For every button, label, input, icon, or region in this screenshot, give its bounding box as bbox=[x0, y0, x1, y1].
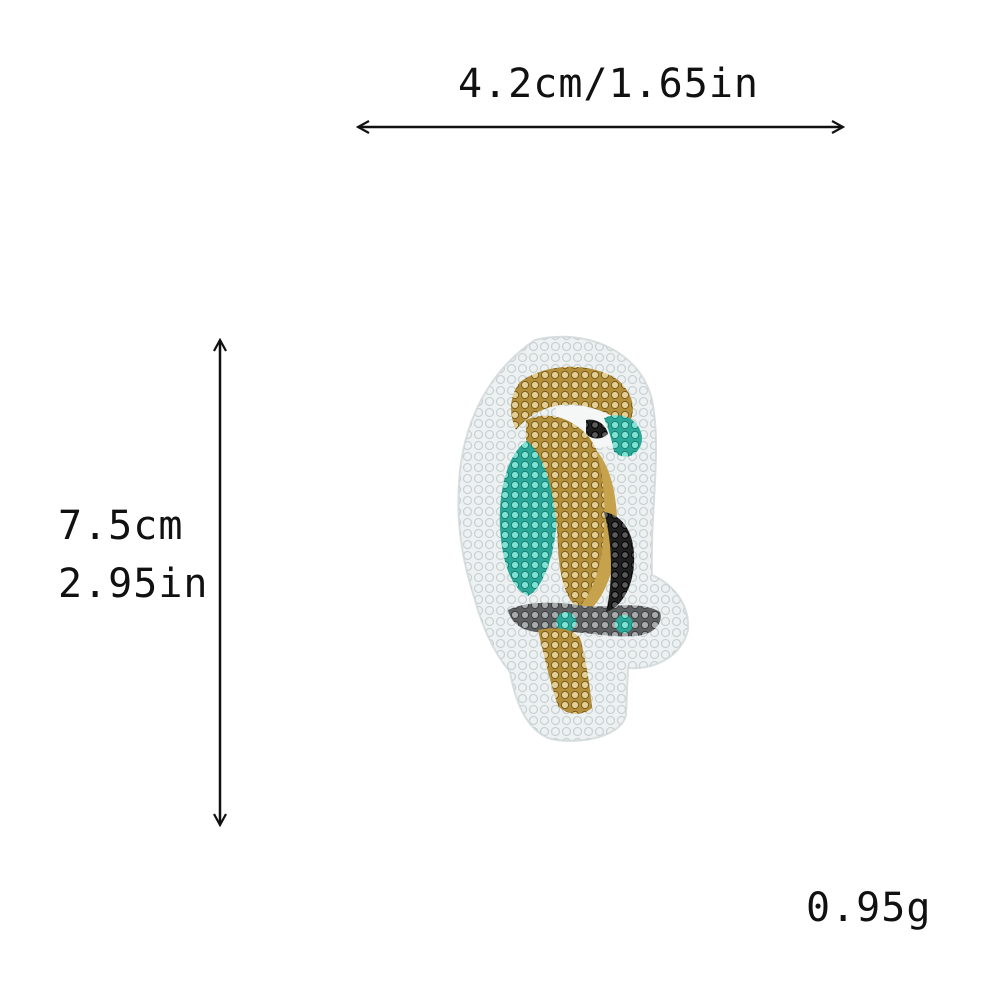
height-label-cm: 7.5cm bbox=[58, 503, 184, 549]
width-label: 4.2cm/1.65in bbox=[458, 61, 759, 107]
parrot-wing bbox=[499, 440, 557, 596]
parrot-head bbox=[511, 366, 633, 430]
parrot-eye bbox=[586, 419, 608, 439]
parrot-beak bbox=[604, 415, 642, 457]
parrot-foot-right bbox=[615, 615, 633, 633]
height-label-in: 2.95in bbox=[58, 561, 209, 607]
parrot-belly bbox=[604, 512, 635, 612]
parrot-foot-left bbox=[556, 612, 576, 632]
parrot-body bbox=[526, 415, 609, 610]
parrot-chest bbox=[580, 450, 618, 612]
parrot-tail bbox=[538, 628, 592, 714]
weight-label: 0.95g bbox=[806, 885, 932, 931]
